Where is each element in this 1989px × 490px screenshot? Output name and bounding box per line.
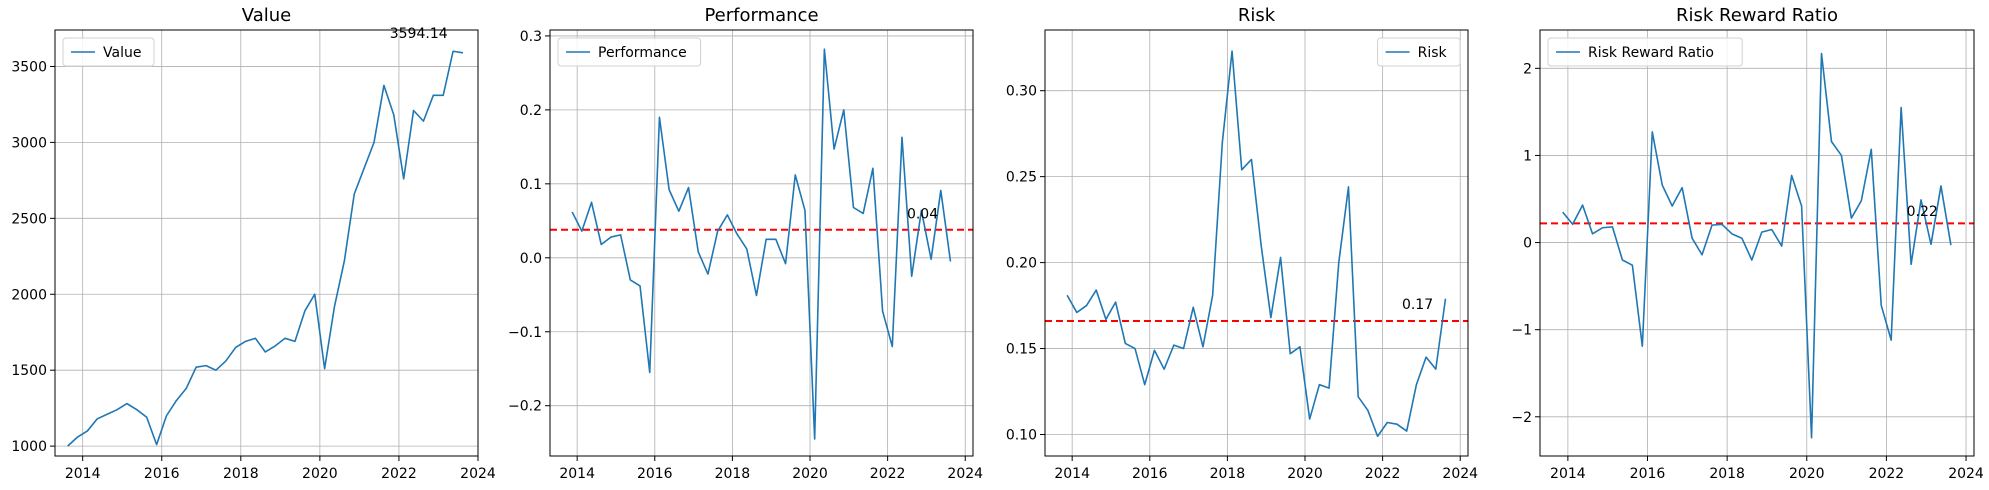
- chart-1-ytick-label-5: 0.3: [520, 29, 542, 45]
- chart-2-xtick-label-2: 2018: [1210, 466, 1246, 482]
- chart-1: 2014 2016 2018 2020 2022 2024 −0.2 −0.1 0.0 0.1 0.…: [508, 5, 983, 482]
- chart-3-xtick-label-3: 2020: [1789, 466, 1825, 482]
- chart-2-ytick-label-4: 0.30: [1006, 84, 1037, 100]
- chart-0-xtick-label-5: 2024: [460, 466, 496, 482]
- chart-2-legend: Risk: [1377, 37, 1461, 67]
- chart-3-ytick-label-1: −1: [1511, 323, 1532, 339]
- chart-3-annotation: 0.22: [1907, 204, 1938, 220]
- chart-0-xtick-label-2: 2018: [223, 466, 259, 482]
- chart-0-legend: Value: [62, 37, 155, 67]
- chart-0-xtick-label-4: 2022: [381, 466, 417, 482]
- chart-0-title: Value: [242, 5, 291, 26]
- chart-0-ytick-label-3: 2500: [11, 211, 47, 227]
- chart-2-legend-box: [1377, 37, 1461, 67]
- chart-1-axes-frame: [549, 29, 974, 457]
- chart-0-xtick-label-3: 2020: [302, 466, 338, 482]
- chart-1-xtick-label-3: 2020: [792, 466, 828, 482]
- chart-2-ytick-label-1: 0.15: [1006, 342, 1037, 358]
- chart-1-title: Performance: [704, 5, 818, 26]
- chart-0-ytick-label-0: 1000: [11, 439, 47, 455]
- chart-0-series-line: [67, 50, 464, 447]
- chart-3: 2014 2016 2018 2020 2022 2024 −2 −1 0 1 2 Risk Rewa…: [1511, 5, 1984, 482]
- chart-3-ytick-label-2: 0: [1523, 236, 1532, 252]
- chart-2: 2014 2016 2018 2020 2022 2024 0.10 0.15 0.20 0.25…: [1006, 5, 1478, 482]
- chart-0-xtick-label-0: 2014: [65, 466, 101, 482]
- chart-1-xtick-label-5: 2024: [947, 466, 983, 482]
- chart-3-xtick-label-2: 2018: [1709, 466, 1745, 482]
- chart-3-xtick-label-1: 2016: [1630, 466, 1666, 482]
- chart-1-ytick-label-3: 0.1: [520, 177, 542, 193]
- chart-2-ytick-label-3: 0.25: [1006, 170, 1037, 186]
- chart-3-legend: Risk Reward Ratio: [1547, 37, 1743, 67]
- chart-2-ytick-label-2: 0.20: [1006, 256, 1037, 272]
- chart-1-ytick-label-0: −0.2: [508, 399, 542, 415]
- chart-2-title: Risk: [1238, 5, 1276, 26]
- chart-1-xtick-label-4: 2022: [870, 466, 906, 482]
- chart-3-title: Risk Reward Ratio: [1676, 5, 1838, 26]
- chart-1-xtick-label-1: 2016: [637, 466, 673, 482]
- chart-0-axes-frame: [54, 29, 479, 457]
- chart-1-series-line: [571, 48, 952, 440]
- chart-2-ytick-label-0: 0.10: [1006, 428, 1037, 444]
- chart-2-xtick-label-0: 2014: [1054, 466, 1090, 482]
- chart-3-xtick-label-0: 2014: [1550, 466, 1586, 482]
- chart-3-xtick-label-5: 2024: [1948, 466, 1984, 482]
- chart-2-xtick-label-5: 2024: [1442, 466, 1478, 482]
- chart-3-xtick-label-4: 2022: [1869, 466, 1905, 482]
- chart-3-series-line: [1562, 52, 1952, 439]
- chart-3-ytick-label-0: −2: [1511, 410, 1532, 426]
- chart-1-ytick-label-4: 0.2: [520, 103, 542, 119]
- chart-2-xtick-label-4: 2022: [1365, 466, 1401, 482]
- chart-0-ytick-label-1: 1500: [11, 363, 47, 379]
- chart-1-legend: Performance: [557, 37, 702, 67]
- chart-3-ytick-label-3: 1: [1523, 148, 1532, 164]
- chart-1-ytick-label-2: 0.0: [520, 251, 542, 267]
- chart-2-annotation: 0.17: [1402, 297, 1433, 313]
- chart-2-legend-label: Risk: [1418, 45, 1448, 61]
- chart-0-ytick-label-5: 3500: [11, 59, 47, 75]
- chart-1-ytick-label-1: −0.1: [508, 325, 542, 341]
- chart-1-legend-label: Performance: [598, 45, 687, 61]
- chart-3-legend-box: [1547, 37, 1743, 67]
- chart-3-ytick-label-4: 2: [1523, 61, 1532, 77]
- chart-0-ytick-label-2: 2000: [11, 287, 47, 303]
- chart-2-xtick-label-1: 2016: [1132, 466, 1168, 482]
- chart-3-legend-label: Risk Reward Ratio: [1588, 45, 1714, 61]
- chart-3-axes-frame: [1539, 29, 1975, 457]
- chart-0-legend-box: [62, 37, 155, 67]
- chart-1-xtick-label-2: 2018: [715, 466, 751, 482]
- chart-0-xtick-label-1: 2016: [144, 466, 180, 482]
- chart-2-axes-frame: [1044, 29, 1469, 457]
- chart-1-annotation: 0.04: [907, 206, 938, 222]
- chart-0: 2014 2016 2018 2020 2022 2024 1000 1500 2000 2500…: [11, 5, 496, 482]
- chart-2-series-line: [1066, 50, 1447, 438]
- chart-1-xtick-label-0: 2014: [559, 466, 595, 482]
- chart-0-legend-label: Value: [103, 45, 141, 61]
- chart-0-annotation: 3594.14: [390, 26, 448, 42]
- chart-1-legend-box: [557, 37, 702, 67]
- chart-2-xtick-label-3: 2020: [1287, 466, 1323, 482]
- chart-0-ytick-label-4: 3000: [11, 135, 47, 151]
